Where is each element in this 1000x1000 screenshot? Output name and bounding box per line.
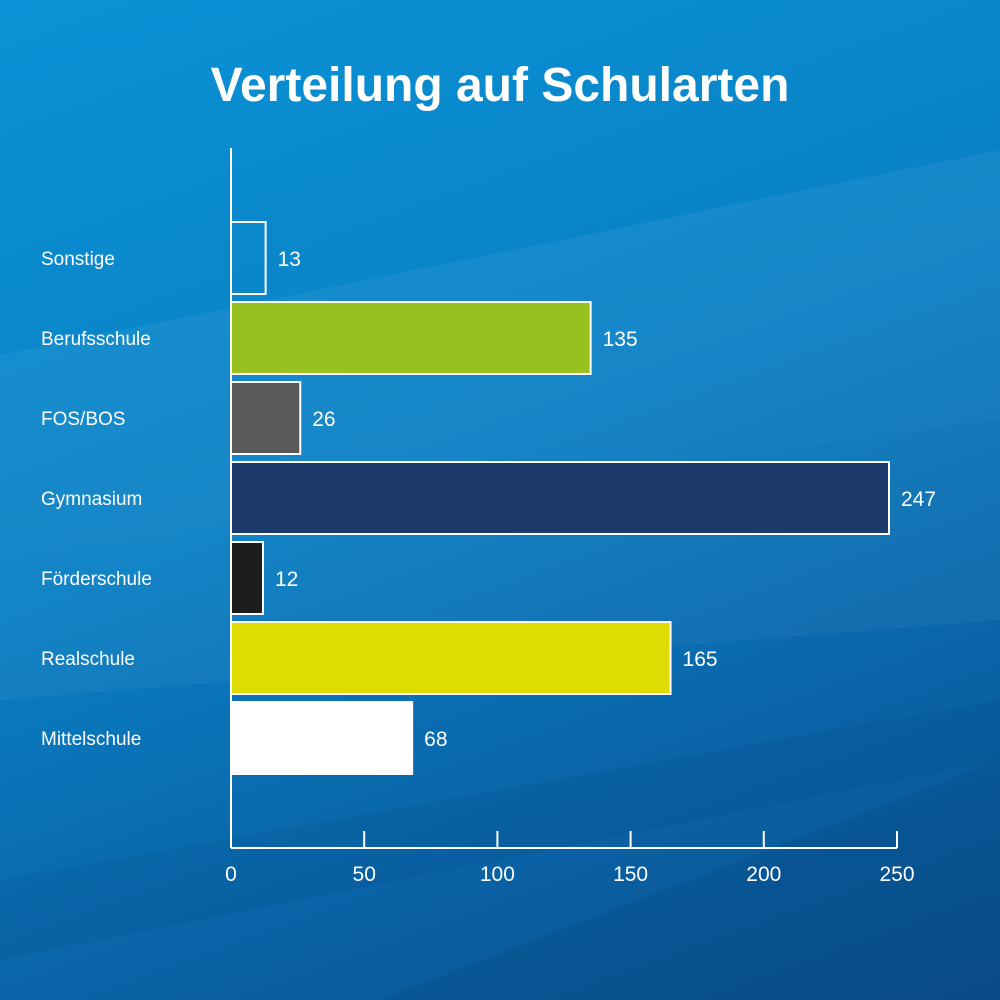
x-tick-label: 200: [746, 863, 781, 886]
data-label: 12: [275, 568, 298, 591]
category-label: Gymnasium: [41, 489, 142, 510]
data-label: 68: [424, 728, 447, 751]
bar-gymnasium: [230, 461, 891, 535]
bar-f-rderschule: [230, 541, 264, 615]
category-label: Förderschule: [41, 569, 152, 590]
category-label: Sonstige: [41, 249, 115, 270]
x-tick-label: 150: [613, 863, 648, 886]
bar-mittelschule: [230, 701, 414, 775]
x-tick-label: 0: [225, 863, 237, 886]
data-label: 13: [278, 248, 301, 271]
data-label: 26: [312, 408, 335, 431]
data-label: 247: [901, 488, 936, 511]
bar-realschule: [230, 621, 672, 695]
category-label: Berufsschule: [41, 329, 151, 350]
bar-fos-bos: [230, 381, 302, 455]
data-label: 135: [603, 328, 638, 351]
category-label: Mittelschule: [41, 729, 141, 750]
data-label: 165: [683, 648, 718, 671]
x-tick-label: 50: [353, 863, 376, 886]
category-label: Realschule: [41, 649, 135, 670]
category-label: FOS/BOS: [41, 409, 125, 430]
bar-berufsschule: [230, 301, 592, 375]
bar-sonstige: [230, 221, 267, 295]
x-tick-label: 250: [879, 863, 914, 886]
chart-title: Verteilung auf Schularten: [210, 59, 790, 112]
x-tick-label: 100: [480, 863, 515, 886]
